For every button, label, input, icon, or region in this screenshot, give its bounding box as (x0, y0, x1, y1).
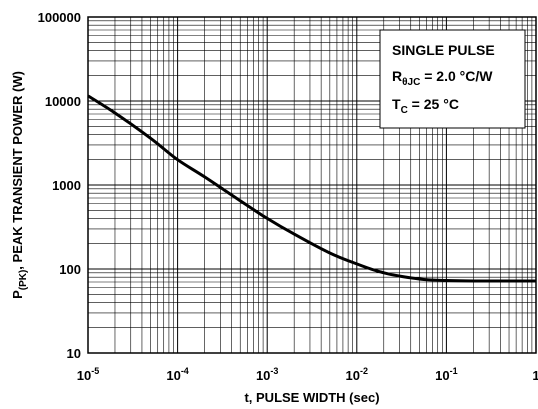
series-line (87, 94, 536, 283)
x-tick-label: 1 (532, 368, 538, 383)
y-tick-label: 10000 (45, 94, 81, 109)
annotation-line-1: SINGLE PULSE (392, 42, 495, 58)
y-tick-label: 1000 (52, 178, 81, 193)
y-tick-label: 100 (59, 262, 81, 277)
x-tick-label: 10-4 (166, 366, 188, 383)
x-tick-labels: 10-5 10-4 10-3 10-2 10-1 1 (77, 366, 538, 383)
y-tick-label: 100000 (38, 10, 81, 25)
grid-lines (87, 17, 536, 354)
x-tick-label: 10-2 (346, 366, 368, 383)
x-tick-label: 10-1 (435, 366, 457, 383)
y-axis-label: P(PK), PEAK TRANSIENT POWER (W) (10, 71, 29, 299)
y-tick-labels: 10 100 1000 10000 100000 (38, 10, 81, 361)
x-axis-label: t, PULSE WIDTH (sec) (244, 390, 379, 405)
x-tick-label: 10-3 (256, 366, 278, 383)
annotation-line-2: RθJC = 2.0 °C/W (392, 68, 493, 88)
x-tick-label: 10-5 (77, 366, 99, 383)
y-tick-label: 10 (67, 346, 81, 361)
plot-frame (87, 16, 537, 354)
annotation-line-3: TC = 25 °C (392, 96, 459, 116)
legend-box: SINGLE PULSE RθJC = 2.0 °C/W TC = 25 °C (379, 29, 526, 129)
